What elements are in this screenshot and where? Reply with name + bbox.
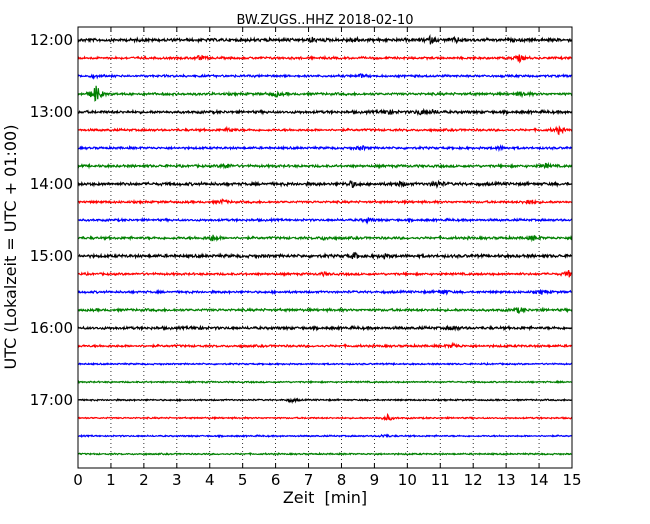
- trace-line-1430: [77, 216, 573, 225]
- y-tick-label: 13:00: [30, 103, 73, 121]
- trace-line-1215: [77, 54, 573, 64]
- trace-line-1245: [77, 85, 573, 102]
- y-axis-label: UTC (Lokalzeit = UTC + 01:00): [1, 125, 20, 370]
- trace-line-1700: [77, 397, 573, 404]
- trace-line-1645: [77, 379, 573, 385]
- x-tick-label: 12: [464, 471, 483, 489]
- trace-line-1330: [77, 144, 573, 153]
- trace-line-1615: [77, 341, 573, 350]
- trace-line-1230: [77, 72, 573, 80]
- x-tick-label: 15: [562, 471, 581, 489]
- trace-line-1715: [77, 412, 573, 422]
- y-tick-label: 15:00: [30, 247, 73, 265]
- x-tick-label: 13: [497, 471, 516, 489]
- y-tick-label: 12:00: [30, 31, 73, 49]
- trace-line-1745: [77, 451, 573, 457]
- y-tick-label: 14:00: [30, 175, 73, 193]
- x-tick-label: 10: [398, 471, 417, 489]
- x-tick-label: 7: [304, 471, 314, 489]
- y-axis: 12:00 13:00 14:00 15:00 16:00 17:00: [30, 31, 572, 409]
- trace-line-1300: [77, 107, 573, 117]
- x-tick-label: 5: [238, 471, 248, 489]
- plot-frame: [77, 26, 573, 469]
- chart-title: BW.ZUGS..HHZ 2018-02-10: [236, 13, 413, 28]
- x-tick-label: 11: [431, 471, 450, 489]
- trace-line-1545: [77, 306, 573, 314]
- x-tick-label: 2: [139, 471, 149, 489]
- x-tick-label: 4: [205, 471, 215, 489]
- y-tick-label: 17:00: [30, 391, 73, 409]
- trace-line-1500: [77, 251, 573, 260]
- trace-line-1200: [77, 33, 573, 45]
- trace-line-1600: [77, 324, 573, 332]
- trace-layer: [77, 33, 573, 457]
- x-tick-label: 1: [106, 471, 116, 489]
- x-axis: 0 1 2 3 4 5 6 7 8 9 10 11 12 13 14 15: [73, 27, 582, 489]
- x-tick-label: 3: [172, 471, 182, 489]
- trace-line-1530: [77, 288, 573, 296]
- trace-line-1415: [77, 197, 573, 206]
- trace-line-1345: [77, 161, 573, 170]
- x-tick-label: 8: [337, 471, 347, 489]
- x-tick-label: 6: [271, 471, 281, 489]
- trace-line-1400: [77, 179, 573, 189]
- y-tick-label: 16:00: [30, 319, 73, 337]
- x-axis-label: Zeit [min]: [283, 488, 367, 507]
- x-tick-label: 0: [73, 471, 83, 489]
- x-tick-label: 14: [530, 471, 549, 489]
- x-tick-label: 9: [370, 471, 380, 489]
- trace-line-1515: [77, 269, 573, 278]
- trace-line-1315: [77, 124, 573, 136]
- grid-lines: [110, 27, 540, 468]
- trace-line-1730: [77, 433, 573, 439]
- trace-line-1445: [77, 234, 573, 243]
- trace-line-1630: [77, 361, 573, 367]
